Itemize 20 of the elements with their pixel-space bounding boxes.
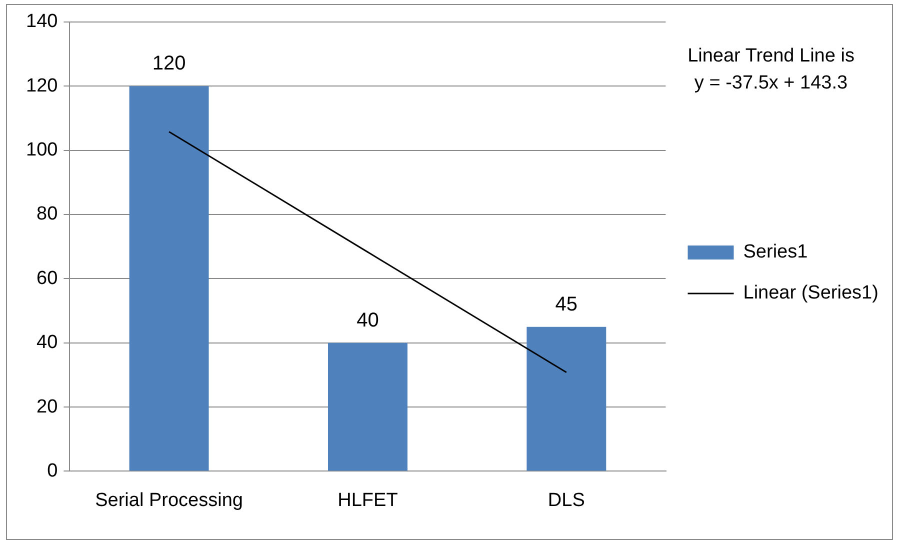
data-label: 45 — [555, 293, 578, 316]
legend-label: Linear (Series1) — [743, 282, 878, 304]
y-tick-label: 120 — [26, 75, 58, 96]
bar — [526, 326, 606, 471]
bar — [129, 86, 209, 471]
data-label: 40 — [356, 309, 379, 332]
x-tick-label: DLS — [548, 490, 585, 511]
bar — [328, 342, 408, 471]
x-tick-label: Serial Processing — [95, 490, 243, 511]
legend-label: Series1 — [743, 242, 808, 263]
data-label: 120 — [152, 52, 186, 75]
y-tick-label: 0 — [47, 460, 58, 482]
y-tick-label: 60 — [36, 268, 58, 289]
y-tick-label: 140 — [26, 11, 58, 32]
y-tick-label: 100 — [26, 140, 58, 161]
y-tick-label: 20 — [36, 396, 58, 418]
y-tick-label: 40 — [36, 332, 58, 354]
y-tick-label: 80 — [36, 204, 58, 225]
x-tick-label: HLFET — [338, 490, 398, 511]
text: Linear Trend Line is y = -37.5x + 143.3 — [688, 46, 854, 94]
